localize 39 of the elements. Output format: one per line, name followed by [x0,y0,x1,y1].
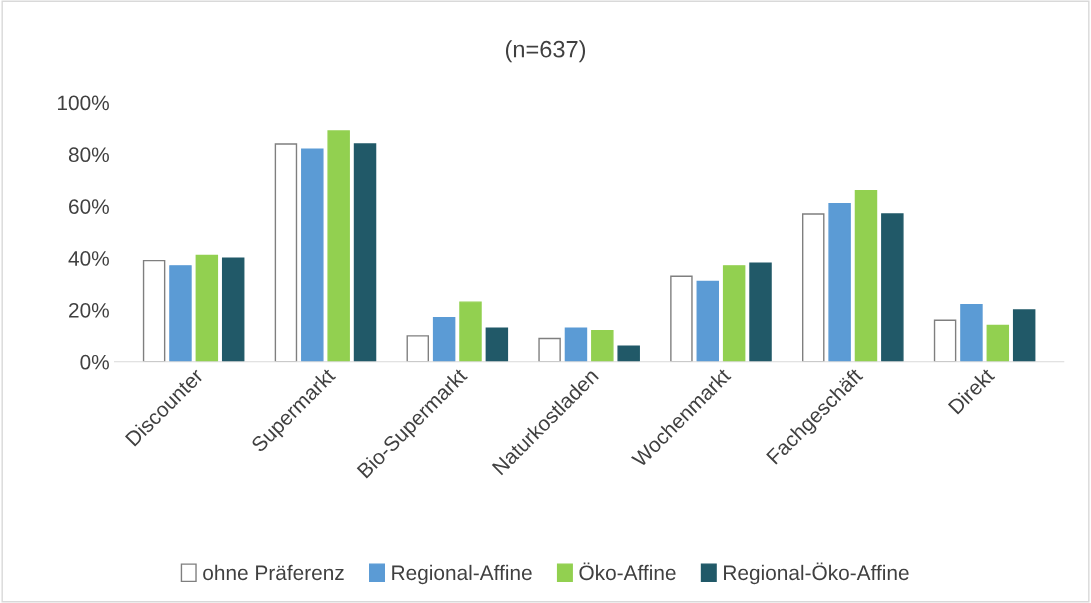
y-tick-label: 0% [80,354,109,370]
bar [327,130,350,362]
bar [828,202,851,362]
bar [617,345,640,362]
bar [564,327,588,362]
bar [722,265,746,362]
legend-label: Regional-Öko-Affine [724,562,909,585]
bar [1012,309,1036,362]
bar [274,143,298,362]
bar [538,337,561,362]
bar [802,213,825,362]
y-tick-label: 100% [58,95,109,111]
bar [406,335,430,362]
legend-label: Öko-Affine [579,562,676,581]
bar [591,329,614,362]
bar [749,262,772,362]
y-tick-label: 60% [69,199,109,214]
bar [432,317,456,362]
bar [459,301,482,362]
bar [301,148,324,362]
bar [854,189,878,362]
bar [986,324,1010,362]
y-tick-label: 40% [68,251,109,266]
bar [881,213,904,362]
legend-label: Regional-Affine [392,564,532,585]
bar [933,319,957,362]
bar [169,265,192,362]
bar [142,259,166,362]
chart-title: (n=637) [505,40,586,63]
bar [960,304,983,362]
legend-label: ohne Präferenz [203,564,344,581]
bar [485,327,509,362]
bar [195,254,219,362]
bar [670,275,693,362]
bar [696,280,720,362]
bar [353,143,377,362]
y-tick-label: 20% [69,302,109,318]
bar [221,257,245,362]
y-tick-label: 80% [68,147,109,163]
